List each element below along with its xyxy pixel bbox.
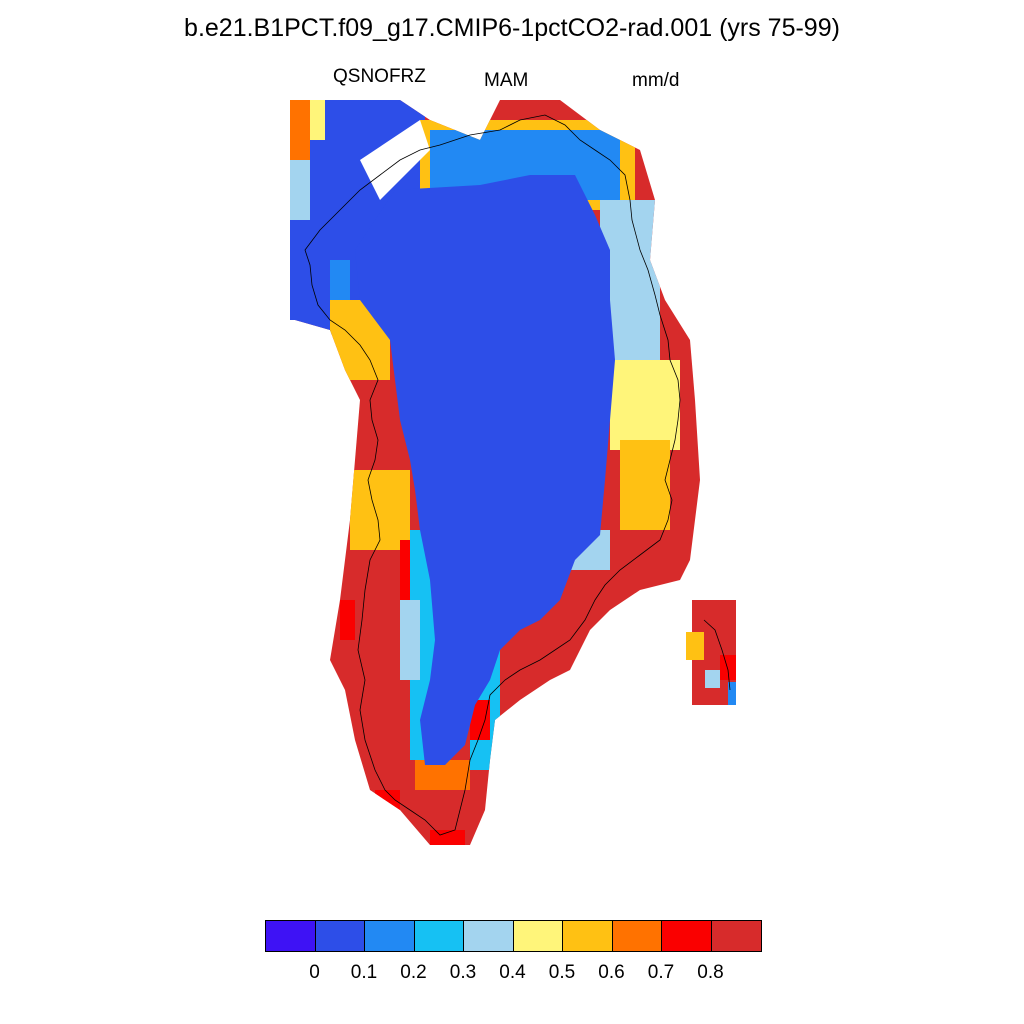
colorbar-swatch [513, 921, 563, 951]
colorbar-swatch [414, 921, 464, 951]
colorbar [265, 920, 762, 952]
season-label: MAM [484, 70, 529, 91]
colorbar-tick-label: 0.3 [449, 962, 477, 983]
colorbar-swatch [365, 921, 415, 951]
colorbar-swatch [266, 921, 316, 951]
colorbar-swatch [612, 921, 662, 951]
colorbar-tick-label: 0.7 [647, 962, 675, 983]
colorbar-tick-label: 0 [309, 962, 320, 983]
colorbar-swatch [563, 921, 613, 951]
colorbar-swatch [315, 921, 365, 951]
colorbar-swatch [711, 921, 761, 951]
units-label: mm/d [632, 70, 680, 91]
colorbar-tick-label: 0.4 [499, 962, 526, 983]
colorbar-tick-label: 0.5 [548, 962, 576, 983]
colorbar-tick-label: 0.1 [350, 962, 378, 983]
plot-title: b.e21.B1PCT.f09_g17.CMIP6-1pctCO2-rad.00… [184, 14, 840, 42]
colorbar-tick-label: 0.6 [598, 962, 625, 983]
east-island [686, 600, 736, 705]
colorbar-swatch [464, 921, 514, 951]
colorbar-swatch [662, 921, 712, 951]
colorbar-tick-label: 0.2 [400, 962, 427, 983]
nw-fragments [290, 100, 430, 320]
colorbar-tick-label: 0.8 [697, 962, 724, 983]
variable-label: QSNOFRZ [333, 66, 426, 87]
